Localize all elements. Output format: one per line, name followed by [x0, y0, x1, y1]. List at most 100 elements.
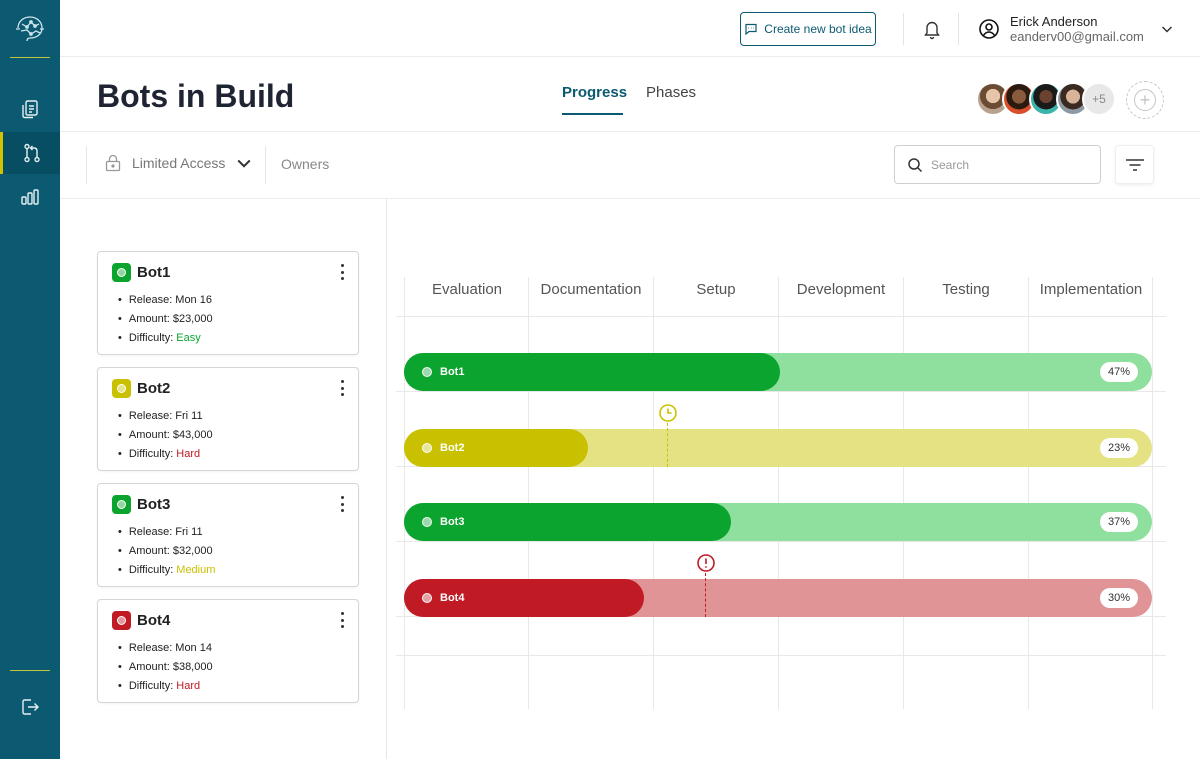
bot-details: Release:Fri 11 Amount:$32,000 Difficulty… [118, 523, 216, 580]
amount-value: $32,000 [172, 545, 213, 557]
active-tab-indicator [562, 113, 623, 115]
bot-card-header: Bot4 [112, 611, 170, 630]
bot-details: Release:Fri 11 Amount:$43,000 Difficulty… [118, 407, 213, 464]
grid-line [396, 316, 1166, 317]
panel-divider [386, 199, 387, 759]
release-value: Mon 14 [175, 642, 212, 654]
sidebar-item-documents[interactable] [0, 88, 60, 130]
sidebar-item-builds[interactable] [0, 132, 60, 174]
more-members-badge[interactable]: +5 [1082, 82, 1116, 116]
bot-card-header: Bot1 [112, 263, 170, 282]
tab-progress[interactable]: Progress [562, 84, 628, 101]
amount-value: $23,000 [172, 313, 213, 325]
difficulty-value: Hard [176, 680, 201, 692]
amount-row: Amount:$38,000 [118, 658, 213, 677]
bot-details: Release:Mon 14 Amount:$38,000 Difficulty… [118, 639, 213, 696]
grid-line [903, 277, 904, 709]
owners-filter[interactable]: Owners [281, 156, 330, 172]
logout-icon [22, 699, 39, 715]
bot-details: Release:Mon 16 Amount:$23,000 Difficulty… [118, 291, 213, 348]
bot-name: Bot4 [137, 612, 171, 629]
grid-line [1152, 277, 1153, 709]
bell-icon [924, 21, 940, 40]
progress-bar-label: Bot4 [440, 592, 465, 604]
create-bot-idea-label: Create new bot idea [764, 22, 872, 36]
tab-phases[interactable]: Phases [646, 84, 697, 101]
progress-bar[interactable]: Bot1 47% [404, 353, 1152, 391]
logout-button[interactable] [0, 686, 60, 728]
progress-bar[interactable]: Bot2 23% [404, 429, 1152, 467]
page-title: Bots in Build [97, 78, 295, 114]
bot-card[interactable]: Bot4 Release:Mon 14 Amount:$38,000 Diffi… [97, 599, 359, 703]
clock-icon[interactable] [658, 403, 678, 423]
add-member-button[interactable]: + [1126, 81, 1164, 119]
progress-bar-label: Bot3 [440, 516, 465, 528]
difficulty-row: Difficulty:Hard [118, 445, 213, 464]
brain-logo-icon[interactable] [12, 10, 48, 46]
difficulty-label: Difficulty: [128, 448, 174, 460]
status-indicator-icon [112, 495, 131, 514]
grid-line [1028, 277, 1029, 709]
release-label: Release: [128, 642, 173, 654]
sidebar-item-analytics[interactable] [0, 176, 60, 218]
alert-icon[interactable] [696, 553, 716, 573]
marker-line [667, 423, 668, 467]
progress-bar-label: Bot2 [440, 442, 465, 454]
bot-card[interactable]: Bot2 Release:Fri 11 Amount:$43,000 Diffi… [97, 367, 359, 471]
amount-row: Amount:$43,000 [118, 426, 213, 445]
filter-button[interactable] [1115, 145, 1154, 184]
progress-percent: 23% [1099, 438, 1138, 458]
difficulty-row: Difficulty:Medium [118, 561, 216, 580]
phase-header: Documentation [540, 281, 642, 298]
user-name: Erick Anderson [1010, 14, 1098, 29]
sidebar [0, 0, 60, 759]
search-box [894, 145, 1101, 184]
user-menu[interactable]: Erick Anderson eanderv00@gmail.com [978, 12, 1174, 46]
progress-fill: Bot2 [404, 429, 588, 467]
amount-value: $43,000 [172, 429, 213, 441]
access-dropdown[interactable]: Limited Access [104, 154, 253, 172]
amount-label: Amount: [128, 661, 170, 673]
grid-line [396, 541, 1166, 542]
plus-icon: + [1134, 89, 1156, 111]
status-indicator-icon [112, 379, 131, 398]
progress-bar-label: Bot1 [440, 366, 465, 378]
difficulty-label: Difficulty: [128, 680, 174, 692]
create-bot-idea-button[interactable]: Create new bot idea [740, 12, 876, 46]
search-input[interactable] [931, 157, 1091, 172]
bot-card-header: Bot2 [112, 379, 170, 398]
progress-percent: 47% [1099, 362, 1138, 382]
status-dot-icon [422, 443, 432, 453]
lock-icon [105, 154, 121, 172]
difficulty-value: Hard [176, 448, 201, 460]
release-label: Release: [128, 294, 173, 306]
difficulty-row: Difficulty:Hard [118, 677, 213, 696]
progress-fill: Bot1 [404, 353, 780, 391]
notifications-button[interactable] [922, 18, 942, 40]
release-label: Release: [128, 526, 173, 538]
progress-bar[interactable]: Bot3 37% [404, 503, 1152, 541]
status-dot-icon [422, 367, 432, 377]
bot-card[interactable]: Bot1 Release:Mon 16 Amount:$23,000 Diffi… [97, 251, 359, 355]
bot-name: Bot1 [137, 264, 171, 281]
amount-row: Amount:$23,000 [118, 310, 213, 329]
phase-header: Development [796, 281, 886, 298]
release-label: Release: [128, 410, 173, 422]
status-dot-icon [422, 593, 432, 603]
sidebar-separator [10, 670, 50, 671]
more-options-icon[interactable] [336, 262, 348, 282]
more-options-icon[interactable] [336, 378, 348, 398]
filter-divider [86, 146, 87, 184]
grid-line [528, 277, 529, 709]
bar-chart-icon [21, 189, 39, 205]
bot-card[interactable]: Bot3 Release:Fri 11 Amount:$32,000 Diffi… [97, 483, 359, 587]
progress-bar[interactable]: Bot4 30% [404, 579, 1152, 617]
difficulty-row: Difficulty:Easy [118, 329, 213, 348]
more-options-icon[interactable] [336, 610, 348, 630]
more-options-icon[interactable] [336, 494, 348, 514]
filter-bar: Limited Access Owners [60, 131, 1200, 199]
user-email: eanderv00@gmail.com [1010, 29, 1144, 44]
grid-line [396, 391, 1166, 392]
bot-name: Bot2 [137, 380, 171, 397]
bot-name: Bot3 [137, 496, 171, 513]
